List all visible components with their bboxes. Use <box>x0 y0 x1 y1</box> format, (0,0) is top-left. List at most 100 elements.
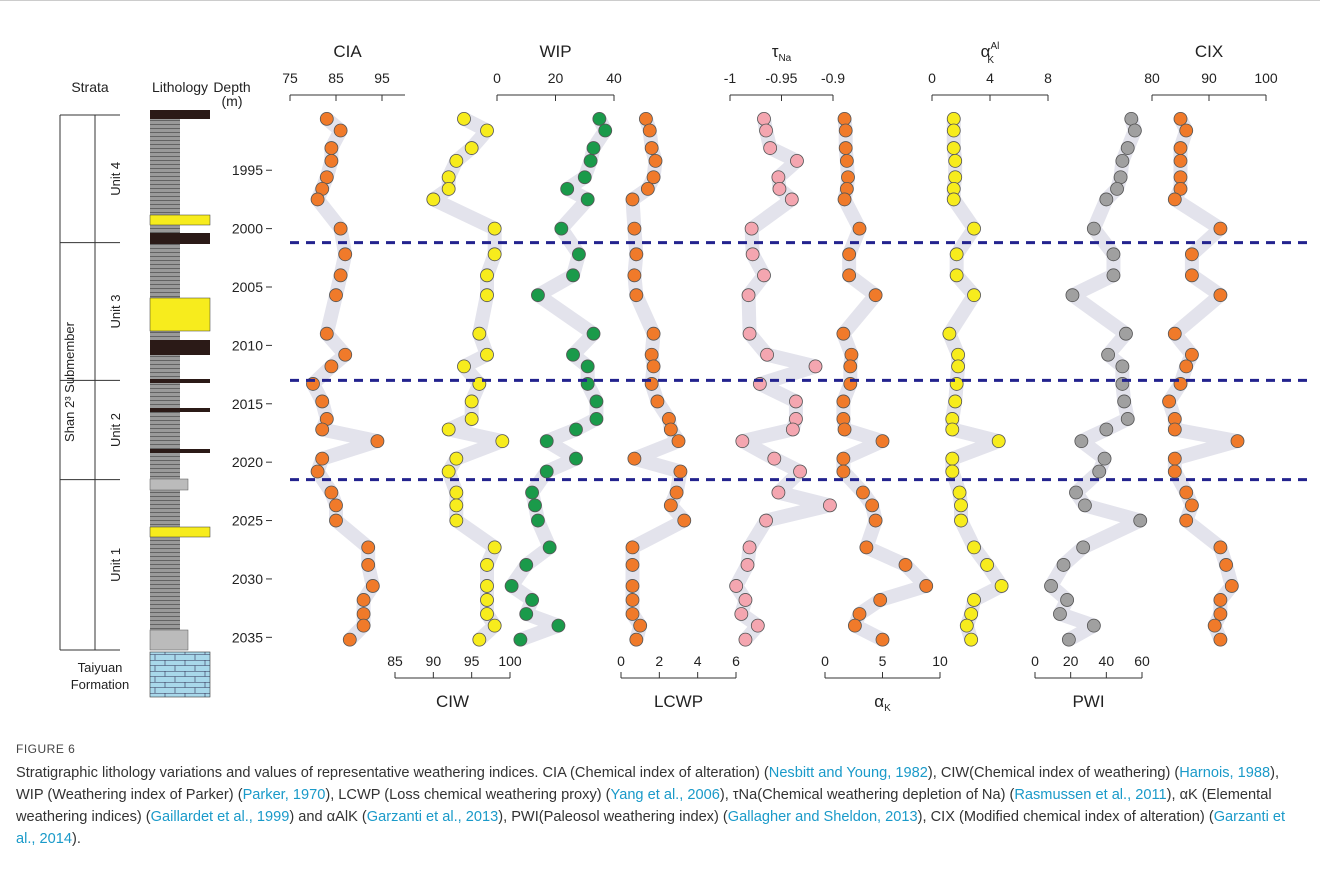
x-tick-label: 6 <box>732 653 740 669</box>
citation-link[interactable]: Harnois, 1988 <box>1179 765 1270 781</box>
x-tick-label: 0 <box>617 653 625 669</box>
data-point <box>593 112 606 125</box>
data-point <box>840 154 853 167</box>
data-point <box>316 423 329 436</box>
series-name-part: CIA <box>333 42 362 61</box>
data-point <box>450 486 463 499</box>
data-point <box>860 541 873 554</box>
data-point <box>1066 289 1079 302</box>
data-point <box>320 112 333 125</box>
data-point <box>465 142 478 155</box>
data-point <box>488 222 501 235</box>
data-point <box>626 607 639 620</box>
data-point <box>757 112 770 125</box>
data-point <box>1118 395 1131 408</box>
data-point <box>848 619 861 632</box>
data-point <box>838 112 851 125</box>
data-point <box>943 327 956 340</box>
data-point <box>789 395 802 408</box>
data-point <box>488 619 501 632</box>
data-point <box>330 514 343 527</box>
data-point <box>786 423 799 436</box>
data-point <box>569 452 582 465</box>
data-point <box>371 435 384 448</box>
data-point <box>1061 593 1074 606</box>
citation-link[interactable]: Nesbitt and Young, 1982 <box>769 765 928 781</box>
citation-link[interactable]: Gallagher and Sheldon, 2013 <box>728 809 918 825</box>
data-point <box>768 452 781 465</box>
citation-link[interactable]: Yang et al., 2006 <box>611 787 720 803</box>
data-point <box>488 248 501 261</box>
citation-link[interactable]: Gaillardet et al., 1999 <box>151 809 290 825</box>
y-tick-label: 2015 <box>232 396 263 412</box>
series-name: αK <box>874 692 891 714</box>
data-point <box>626 541 639 554</box>
data-point <box>853 222 866 235</box>
y-tick-label: 1995 <box>232 162 263 178</box>
data-point <box>316 452 329 465</box>
data-point <box>764 142 777 155</box>
data-point <box>1053 607 1066 620</box>
data-point <box>639 112 652 125</box>
data-point <box>837 327 850 340</box>
series-name-part: WIP <box>539 42 571 61</box>
data-point <box>1114 171 1127 184</box>
data-point <box>742 289 755 302</box>
data-point <box>1168 423 1181 436</box>
citation-link[interactable]: Garzanti et al., 2013 <box>367 809 498 825</box>
data-point <box>1174 112 1187 125</box>
citation-link[interactable]: Rasmussen et al., 2011 <box>1014 787 1166 803</box>
data-point <box>1107 269 1120 282</box>
y-tick-label: 2010 <box>232 337 263 353</box>
data-point <box>1128 124 1141 137</box>
data-point <box>339 348 352 361</box>
data-point <box>876 633 889 646</box>
data-point <box>853 607 866 620</box>
data-point <box>320 171 333 184</box>
data-point <box>968 289 981 302</box>
data-point <box>590 412 603 425</box>
data-point <box>869 289 882 302</box>
data-point <box>1168 465 1181 478</box>
data-point <box>1121 142 1134 155</box>
data-point <box>949 171 962 184</box>
data-point <box>626 558 639 571</box>
data-point <box>555 222 568 235</box>
data-point <box>590 395 603 408</box>
data-point <box>1062 633 1075 646</box>
data-point <box>645 142 658 155</box>
data-point <box>645 348 658 361</box>
data-point <box>1070 486 1083 499</box>
page: Strata Lithology Depth (m) Shan 2³ Subme… <box>0 0 1320 892</box>
x-tick-label: 85 <box>328 70 344 86</box>
data-point <box>1116 360 1129 373</box>
citation-link[interactable]: Parker, 1970 <box>243 787 326 803</box>
x-tick-label: 90 <box>1201 70 1217 86</box>
x-tick-label: -0.95 <box>766 70 798 86</box>
x-tick-label: 20 <box>548 70 564 86</box>
data-point <box>628 452 641 465</box>
data-point <box>357 619 370 632</box>
caption-segment: Stratigraphic lithology variations and v… <box>16 765 769 781</box>
data-point <box>947 124 960 137</box>
data-point <box>1185 269 1198 282</box>
data-point <box>743 327 756 340</box>
data-point <box>735 607 748 620</box>
data-point <box>634 619 647 632</box>
data-point <box>1214 222 1227 235</box>
data-point <box>746 248 759 261</box>
data-point <box>785 193 798 206</box>
series-name-part: LCWP <box>654 692 703 711</box>
data-point <box>481 348 494 361</box>
data-point <box>664 423 677 436</box>
data-point <box>1214 633 1227 646</box>
submember-label: Shan 2³ Submember <box>62 321 77 442</box>
data-point <box>760 124 773 137</box>
data-point <box>330 499 343 512</box>
data-point <box>946 452 959 465</box>
data-point <box>1214 289 1227 302</box>
caption-segment: ), τNa(Chemical weathering depletion of … <box>720 787 1015 803</box>
data-point <box>581 193 594 206</box>
caption-segment: ), CIW(Chemical index of weathering) ( <box>928 765 1179 781</box>
data-point <box>664 499 677 512</box>
